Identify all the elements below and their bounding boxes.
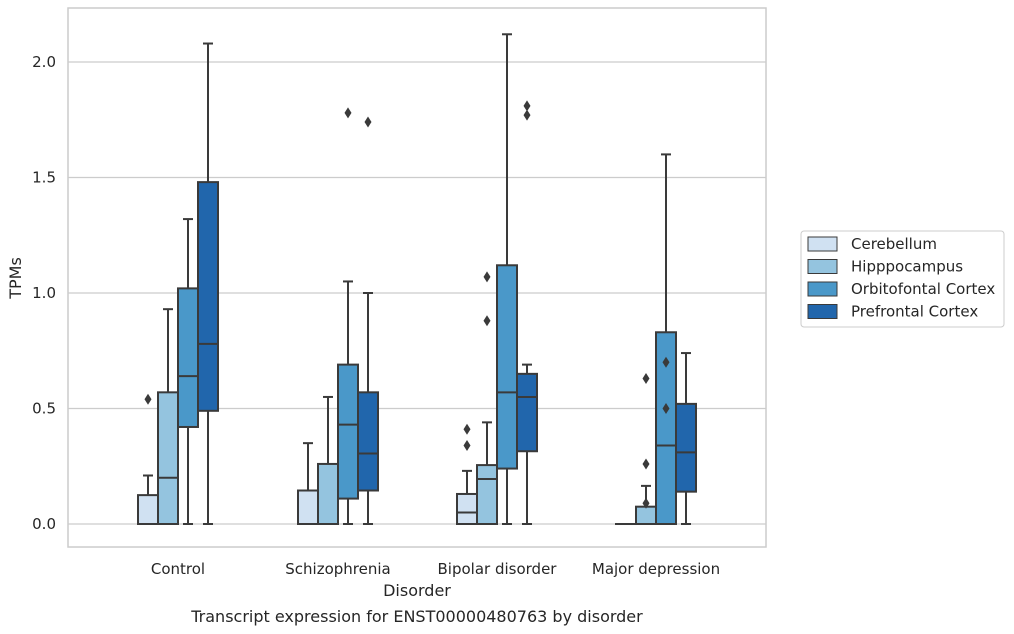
chart-caption: Transcript expression for ENST0000048076… (190, 607, 643, 626)
outlier-point (144, 393, 152, 405)
x-tick-label: Control (151, 560, 205, 578)
box-group (357, 116, 379, 525)
box-iqr (177, 287, 199, 428)
x-axis-label: Disorder (383, 581, 451, 600)
box-iqr (317, 462, 339, 526)
y-tick-label: 0.5 (32, 400, 56, 418)
x-tick-label: Bipolar disorder (438, 560, 558, 578)
legend-frame (800, 230, 1005, 328)
box-iqr (337, 363, 359, 500)
box-iqr (357, 391, 379, 492)
outlier-point (364, 116, 372, 128)
box-group (337, 107, 359, 525)
outlier-point (483, 271, 491, 283)
y-tick-label: 1.5 (32, 169, 56, 187)
box-iqr (137, 494, 159, 525)
box-iqr (496, 264, 518, 470)
legend-swatch (807, 281, 838, 297)
box-iqr (297, 489, 319, 526)
box-group (157, 308, 179, 525)
legend-swatch (807, 304, 838, 319)
y-tick-label: 1.0 (32, 284, 56, 302)
box-group (137, 393, 159, 525)
box-group (675, 352, 697, 525)
legend-swatch (807, 259, 838, 274)
legend-label: Cerebellum (851, 235, 937, 253)
plot-frame (67, 7, 767, 548)
outlier-point (344, 107, 352, 119)
outlier-point (642, 497, 650, 509)
outlier-point (523, 109, 531, 121)
plot-background (68, 8, 766, 547)
box-iqr (476, 464, 498, 525)
legend: Cerebellum Hipppocampus Orbitofontal Corte… (800, 230, 1005, 328)
outlier-point (463, 439, 471, 451)
y-axis-label: TPMs (6, 257, 25, 300)
box-group (496, 33, 518, 525)
legend-swatch (807, 236, 838, 252)
outlier-point (463, 423, 471, 435)
y-tick-label: 2.0 (32, 53, 56, 71)
legend-label: Orbitofontal Cortex (851, 280, 995, 298)
box-iqr (157, 391, 179, 525)
box-group (197, 42, 219, 525)
box-iqr (456, 492, 478, 526)
box-group (516, 100, 538, 525)
y-axis-ticks: 0.0 0.5 1.0 1.5 2.0 (32, 53, 56, 533)
box-group (655, 153, 677, 525)
x-tick-label: Major depression (592, 560, 720, 578)
outlier-point (642, 458, 650, 470)
legend-label: Hipppocampus (851, 258, 963, 276)
outlier-point (662, 403, 670, 414)
box-iqr (635, 505, 657, 525)
outlier-point (662, 356, 670, 368)
box-iqr (516, 372, 538, 453)
box-series (137, 33, 697, 526)
y-tick-label: 0.0 (32, 515, 56, 533)
x-tick-label: Schizophrenia (285, 560, 390, 578)
box-iqr (675, 402, 697, 493)
box-group (476, 271, 498, 525)
box-group (317, 395, 339, 526)
x-axis-ticks: Control Schizophrenia Bipolar disorder Majo… (151, 560, 720, 578)
box-iqr (197, 181, 219, 412)
outlier-point (642, 372, 650, 384)
outlier-point (483, 315, 491, 327)
legend-label: Prefrontal Cortex (851, 303, 978, 321)
outlier-point (523, 100, 531, 112)
